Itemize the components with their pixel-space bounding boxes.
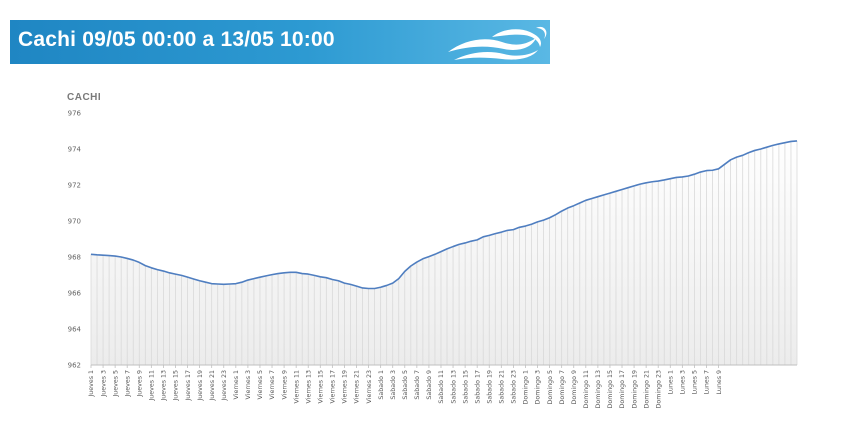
x-tick-label: Sabado 21 (499, 370, 506, 404)
x-tick-label: Jueves 3 (100, 370, 107, 398)
x-tick-label: Sabado 13 (450, 370, 457, 404)
x-tick-label: Viernes 21 (354, 370, 361, 403)
x-tick-label: Viernes 3 (245, 370, 252, 399)
x-tick-label: Sabado 15 (462, 370, 469, 404)
x-tick-label: Viernes 5 (257, 370, 264, 399)
x-tick-label: Sabado 9 (426, 370, 433, 400)
x-tick-label: Domingo 15 (607, 370, 614, 408)
x-tick-label: Domingo 11 (583, 370, 590, 408)
y-tick-label: 974 (68, 146, 82, 154)
x-tick-label: Jueves 7 (124, 370, 131, 398)
y-tick-label: 964 (68, 326, 82, 334)
x-tick-label: Sabado 11 (438, 370, 445, 404)
x-tick-label: Domingo 17 (619, 370, 626, 408)
x-tick-label: Domingo 21 (643, 370, 650, 408)
x-tick-label: Domingo 9 (571, 370, 578, 404)
x-tick-label: Lunes 9 (716, 370, 723, 395)
y-tick-label: 972 (68, 182, 81, 190)
x-tick-label: Domingo 1 (523, 370, 530, 404)
x-tick-label: Viernes 15 (318, 370, 325, 403)
y-tick-label: 962 (68, 362, 81, 370)
x-tick-label: Domingo 7 (559, 370, 566, 404)
x-tick-label: Domingo 5 (547, 370, 554, 404)
x-tick-label: Viernes 1 (233, 370, 240, 399)
x-tick-label: Sabado 1 (378, 370, 385, 400)
x-axis-ticks: Jueves 1 Jueves 3 Jueves 5 Jueves 7 Jueves 9… (88, 365, 723, 408)
x-tick-label: Sabado 23 (511, 370, 518, 404)
area-fill-bars (90, 140, 798, 365)
y-tick-label: 968 (68, 254, 81, 262)
x-tick-label: Lunes 3 (680, 370, 687, 395)
x-tick-label: Sabado 17 (474, 370, 481, 404)
x-tick-label: Lunes 7 (704, 370, 711, 395)
x-tick-label: Domingo 3 (535, 370, 542, 404)
x-tick-label: Lunes 5 (692, 370, 699, 395)
x-tick-label: Viernes 19 (342, 370, 349, 403)
x-tick-label: Viernes 13 (305, 370, 312, 403)
x-tick-label: Sabado 5 (402, 370, 409, 400)
area-fill (91, 140, 797, 365)
x-tick-label: Jueves 17 (185, 370, 192, 402)
header-banner: Cachi 09/05 00:00 a 13/05 10:00 (10, 20, 550, 64)
x-tick-label: Jueves 13 (161, 370, 168, 402)
x-tick-label: Domingo 23 (655, 370, 662, 408)
x-tick-label: Jueves 19 (197, 370, 204, 402)
x-tick-label: Jueves 11 (149, 370, 156, 402)
wave-logo-icon (448, 26, 547, 60)
series-layer (90, 140, 798, 290)
x-tick-label: Viernes 23 (366, 370, 373, 403)
x-tick-label: Jueves 5 (112, 370, 119, 398)
x-tick-label: Jueves 23 (221, 370, 228, 402)
x-tick-label: Sabado 7 (414, 370, 421, 400)
y-tick-label: 976 (68, 110, 82, 118)
x-tick-label: Jueves 21 (209, 370, 216, 402)
x-tick-label: Sabado 3 (390, 370, 397, 400)
y-tick-label: 966 (68, 290, 82, 298)
x-tick-label: Domingo 13 (595, 370, 602, 408)
series-line (90, 140, 798, 290)
x-tick-label: Sabado 19 (486, 370, 493, 404)
chart-title: CACHI (67, 92, 102, 103)
y-tick-label: 970 (68, 218, 81, 226)
x-tick-label: Jueves 15 (173, 370, 180, 402)
x-tick-label: Jueves 9 (136, 370, 143, 398)
x-tick-label: Viernes 17 (330, 370, 337, 403)
x-tick-label: Viernes 11 (293, 370, 300, 403)
x-tick-label: Viernes 9 (281, 370, 288, 399)
y-axis-ticks: 976 974 972 970 968 966 964 962 (68, 110, 82, 370)
x-tick-label: Lunes 1 (667, 370, 674, 395)
x-tick-label: Viernes 7 (269, 370, 276, 399)
x-tick-label: Jueves 1 (88, 370, 95, 398)
x-tick-label: Domingo 19 (631, 370, 638, 408)
page-title: Cachi 09/05 00:00 a 13/05 10:00 (18, 28, 335, 51)
